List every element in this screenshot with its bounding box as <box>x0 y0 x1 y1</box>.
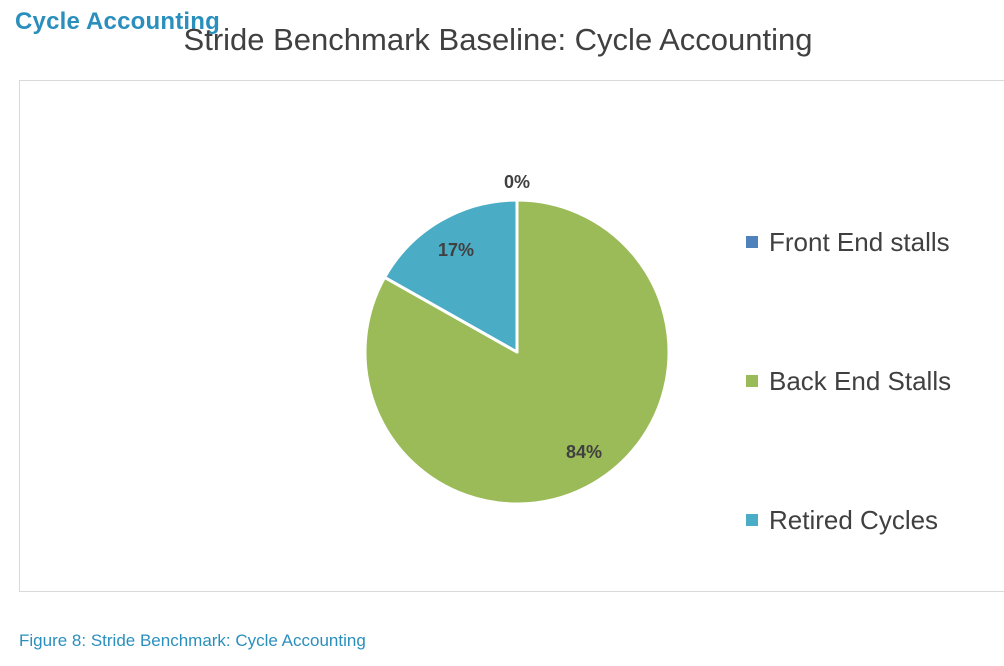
pie-data-labels: 0% 84% 17% <box>438 172 602 462</box>
section-heading: Cycle Accounting <box>15 8 221 35</box>
figure-caption: Figure 8: Stride Benchmark: Cycle Accoun… <box>19 631 366 651</box>
legend-label-back-end-stalls: Back End Stalls <box>769 365 952 396</box>
chart-title: Stride Benchmark Baseline: Cycle Account… <box>183 22 813 57</box>
figure-caption-text: Stride Benchmark: Cycle Accounting <box>86 631 366 650</box>
legend-label-retired-cycles: Retired Cycles <box>769 504 939 535</box>
legend-label-front-end-stalls: Front End stalls <box>769 226 950 257</box>
legend-item-retired-cycles: Retired Cycles <box>746 503 938 537</box>
pie-slices <box>363 198 671 506</box>
legend-swatch-front-end-stalls <box>746 236 758 248</box>
data-label-back-end-stalls: 84% <box>566 442 602 462</box>
legend-swatch-retired-cycles <box>746 514 758 526</box>
legend-swatch-back-end-stalls <box>746 375 758 387</box>
data-label-retired-cycles: 17% <box>438 240 474 260</box>
legend-item-front-end-stalls: Front End stalls <box>746 225 950 259</box>
data-label-front-end-stalls: 0% <box>504 172 530 192</box>
pie-chart: 0% 84% 17% <box>363 172 671 506</box>
figure-caption-label: Figure 8: <box>19 631 87 650</box>
legend-item-back-end-stalls: Back End Stalls <box>746 364 951 398</box>
pie-slice-retired-cycles <box>383 198 519 354</box>
